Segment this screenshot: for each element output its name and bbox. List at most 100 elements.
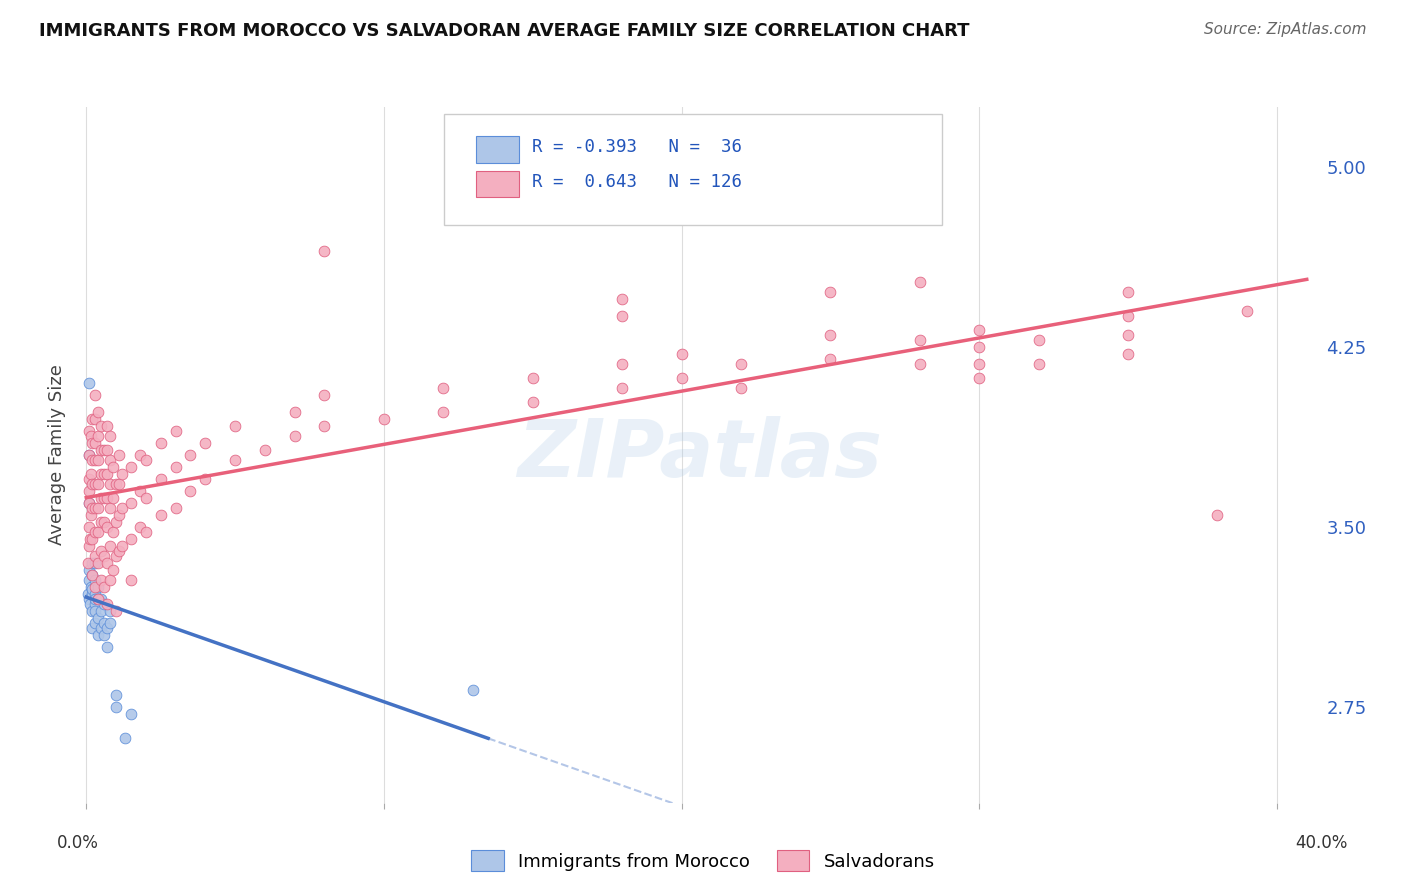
Point [96,640,118,654]
Point [82,567,104,582]
Point [84,573,107,587]
Text: R =  0.643   N = 126: R = 0.643 N = 126 [531,173,741,191]
Point [96,621,118,635]
Point [82,436,104,450]
Point [93,491,115,505]
Point [105,604,128,618]
Point [90,491,112,505]
Point [80,508,103,522]
Point [101,459,124,474]
Point [179,483,201,498]
Point [76,556,98,570]
Text: 40.0%: 40.0% [1295,834,1348,852]
Point [1236,304,1258,318]
Point [84,388,107,402]
Point [87,580,110,594]
Point [108,476,131,491]
Point [1028,333,1050,347]
Point [93,615,115,630]
Point [82,532,104,546]
Point [96,443,118,458]
Point [165,459,187,474]
Point [90,467,112,482]
Point [98,604,121,618]
Point [908,357,931,371]
Point [1116,285,1139,299]
Point [93,549,115,563]
Point [730,357,752,371]
Point [93,628,115,642]
Point [101,524,124,539]
Point [105,688,128,702]
Y-axis label: Average Family Size: Average Family Size [48,365,66,545]
Point [128,483,150,498]
Point [969,323,991,337]
Point [84,476,107,491]
Point [114,731,136,745]
Point [77,563,100,577]
Point [84,436,107,450]
Text: IMMIGRANTS FROM MOROCCO VS SALVADORAN AVERAGE FAMILY SIZE CORRELATION CHART: IMMIGRANTS FROM MOROCCO VS SALVADORAN AV… [39,22,970,40]
Point [908,275,931,289]
Point [79,597,101,611]
Point [77,496,100,510]
Point [432,405,454,419]
Point [87,405,110,419]
Point [96,491,118,505]
Point [149,436,172,450]
Point [969,357,991,371]
Point [77,376,100,390]
Point [194,436,217,450]
Point [93,443,115,458]
Point [93,467,115,482]
Point [77,424,100,438]
Point [84,549,107,563]
Point [610,381,633,395]
Point [314,419,336,434]
Point [98,452,121,467]
Point [610,357,633,371]
Point [77,448,100,462]
Point [90,604,112,618]
Point [87,452,110,467]
Point [194,472,217,486]
Point [84,500,107,515]
Point [820,328,842,343]
Point [77,520,100,534]
Point [79,532,101,546]
Point [671,347,693,361]
Point [111,467,134,482]
Point [82,452,104,467]
Point [77,483,100,498]
Point [77,539,100,553]
Point [98,476,121,491]
Point [120,706,142,721]
Point [80,580,103,594]
Point [101,563,124,577]
Point [82,476,104,491]
Point [128,520,150,534]
Point [1116,328,1139,343]
Text: 0.0%: 0.0% [56,834,98,852]
Point [314,244,336,258]
Legend: Immigrants from Morocco, Salvadorans: Immigrants from Morocco, Salvadorans [464,843,942,879]
Point [224,419,246,434]
FancyBboxPatch shape [475,171,519,197]
Point [90,515,112,529]
Point [135,491,157,505]
Point [820,351,842,366]
Point [96,520,118,534]
Point [84,587,107,601]
Point [87,591,110,606]
Point [90,544,112,558]
Point [77,496,100,510]
Point [98,500,121,515]
Point [98,428,121,442]
Point [522,371,544,385]
Point [135,524,157,539]
Point [373,412,395,426]
Point [1206,508,1229,522]
Point [108,544,131,558]
Point [149,508,172,522]
FancyBboxPatch shape [444,114,942,226]
